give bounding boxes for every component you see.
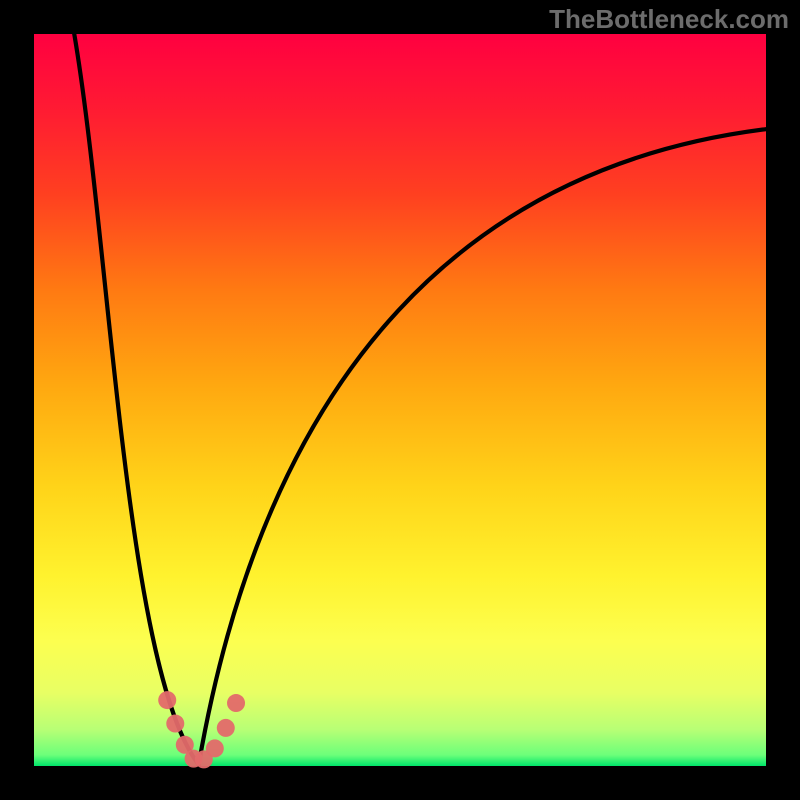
marker-point bbox=[166, 715, 184, 733]
marker-point bbox=[227, 694, 245, 712]
bottleneck-curve bbox=[74, 34, 766, 765]
marker-point bbox=[158, 691, 176, 709]
chart-container: TheBottleneck.com bbox=[0, 0, 800, 800]
curve-layer bbox=[0, 0, 800, 800]
marker-point bbox=[206, 739, 224, 757]
marker-group bbox=[158, 691, 245, 768]
marker-point bbox=[217, 719, 235, 737]
